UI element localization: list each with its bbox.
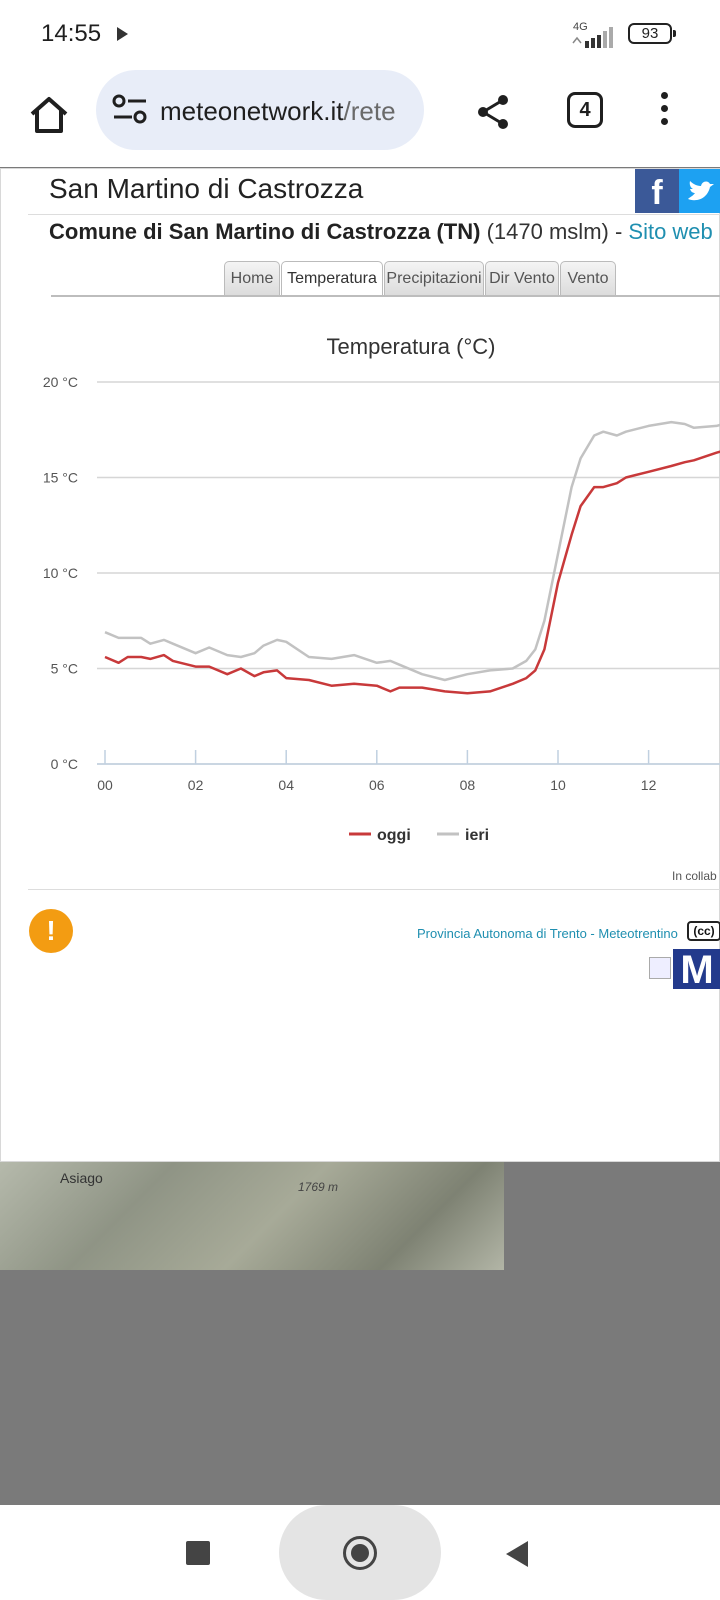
system-nav-bar	[0, 1505, 720, 1600]
home-button[interactable]	[343, 1536, 377, 1570]
alert-icon[interactable]: !	[29, 909, 73, 953]
battery-indicator: 93	[628, 23, 676, 44]
temperature-chart: Temperatura (°C) 0 °C 5 °C 10 °C 15 °C 20 °C 0…	[43, 334, 720, 844]
signal-icon	[572, 27, 613, 48]
url-path: /rete	[343, 96, 396, 126]
status-bar: 14:55 4G 93	[0, 0, 720, 70]
back-button[interactable]	[506, 1541, 528, 1567]
home-icon[interactable]	[26, 92, 72, 138]
station-title: San Martino di Castrozza	[49, 173, 364, 204]
website-link[interactable]: Sito web	[628, 219, 713, 244]
twitter-icon[interactable]	[679, 169, 720, 213]
series-line-ieri	[104, 420, 720, 682]
meteonetwork-logo[interactable]: M	[673, 949, 720, 989]
network-type: 4G	[573, 21, 588, 33]
x-tick-label: 10	[550, 777, 566, 793]
y-tick-label: 10 °C	[43, 565, 78, 581]
tab-home[interactable]: Home	[224, 261, 280, 295]
y-tick-label: 0 °C	[51, 756, 78, 772]
map-town-label: Asiago	[60, 1170, 103, 1186]
url-host: meteonetwork.it	[160, 96, 344, 126]
status-time: 14:55	[41, 20, 102, 47]
browser-toolbar: meteonetwork.it/rete 4	[0, 70, 720, 167]
url-text: meteonetwork.it/rete	[160, 96, 396, 127]
y-tick-label: 5 °C	[51, 661, 78, 677]
map-peak-label: 1769 m	[298, 1180, 339, 1194]
address-bar[interactable]: meteonetwork.it/rete	[96, 70, 424, 150]
tab-temperatura[interactable]: Temperatura	[281, 261, 383, 296]
tab-precipitazioni[interactable]: Precipitazioni	[384, 261, 484, 295]
facebook-icon[interactable]: f	[635, 169, 679, 213]
x-tick-label: 04	[278, 777, 294, 793]
recent-apps-button[interactable]	[186, 1541, 210, 1565]
x-tick-label: 06	[369, 777, 385, 793]
tab-switcher-button[interactable]: 4	[567, 92, 603, 128]
play-store-icon	[117, 27, 128, 41]
chart-title: Temperatura (°C)	[327, 334, 496, 359]
collab-text: In collab	[672, 869, 717, 883]
tabs-divider	[51, 295, 720, 297]
tune-icon[interactable]	[110, 92, 150, 128]
x-tick-label: 12	[641, 777, 657, 793]
share-icon[interactable]	[473, 92, 513, 132]
station-altitude: (1470 mslm) -	[486, 219, 629, 244]
footer-divider	[28, 889, 720, 890]
credit-link[interactable]: Provincia Autonoma di Trento - Meteotren…	[417, 926, 678, 941]
cc-license-icon[interactable]: (cc)	[687, 921, 720, 941]
tab-dir-vento[interactable]: Dir Vento	[485, 261, 559, 295]
broken-image-icon	[649, 957, 671, 979]
legend-label-oggi: oggi	[377, 827, 411, 844]
x-tick-label: 00	[97, 777, 113, 793]
legend-label-ieri: ieri	[465, 827, 489, 844]
series-line-oggi	[104, 450, 720, 695]
more-vert-icon[interactable]	[652, 92, 676, 132]
map-background: Asiago 1769 m	[0, 1150, 504, 1270]
y-tick-label: 20 °C	[43, 374, 78, 390]
tab-vento[interactable]: Vento	[560, 261, 616, 295]
x-tick-label: 02	[188, 777, 204, 793]
x-tick-label: 08	[460, 777, 476, 793]
station-commune: Comune di San Martino di Castrozza (TN)	[49, 219, 481, 244]
title-divider	[28, 214, 720, 215]
y-tick-label: 15 °C	[43, 470, 78, 486]
station-info: Comune di San Martino di Castrozza (TN) …	[49, 219, 713, 245]
station-popup: San Martino di Castrozza f Comune di San…	[0, 168, 720, 1162]
